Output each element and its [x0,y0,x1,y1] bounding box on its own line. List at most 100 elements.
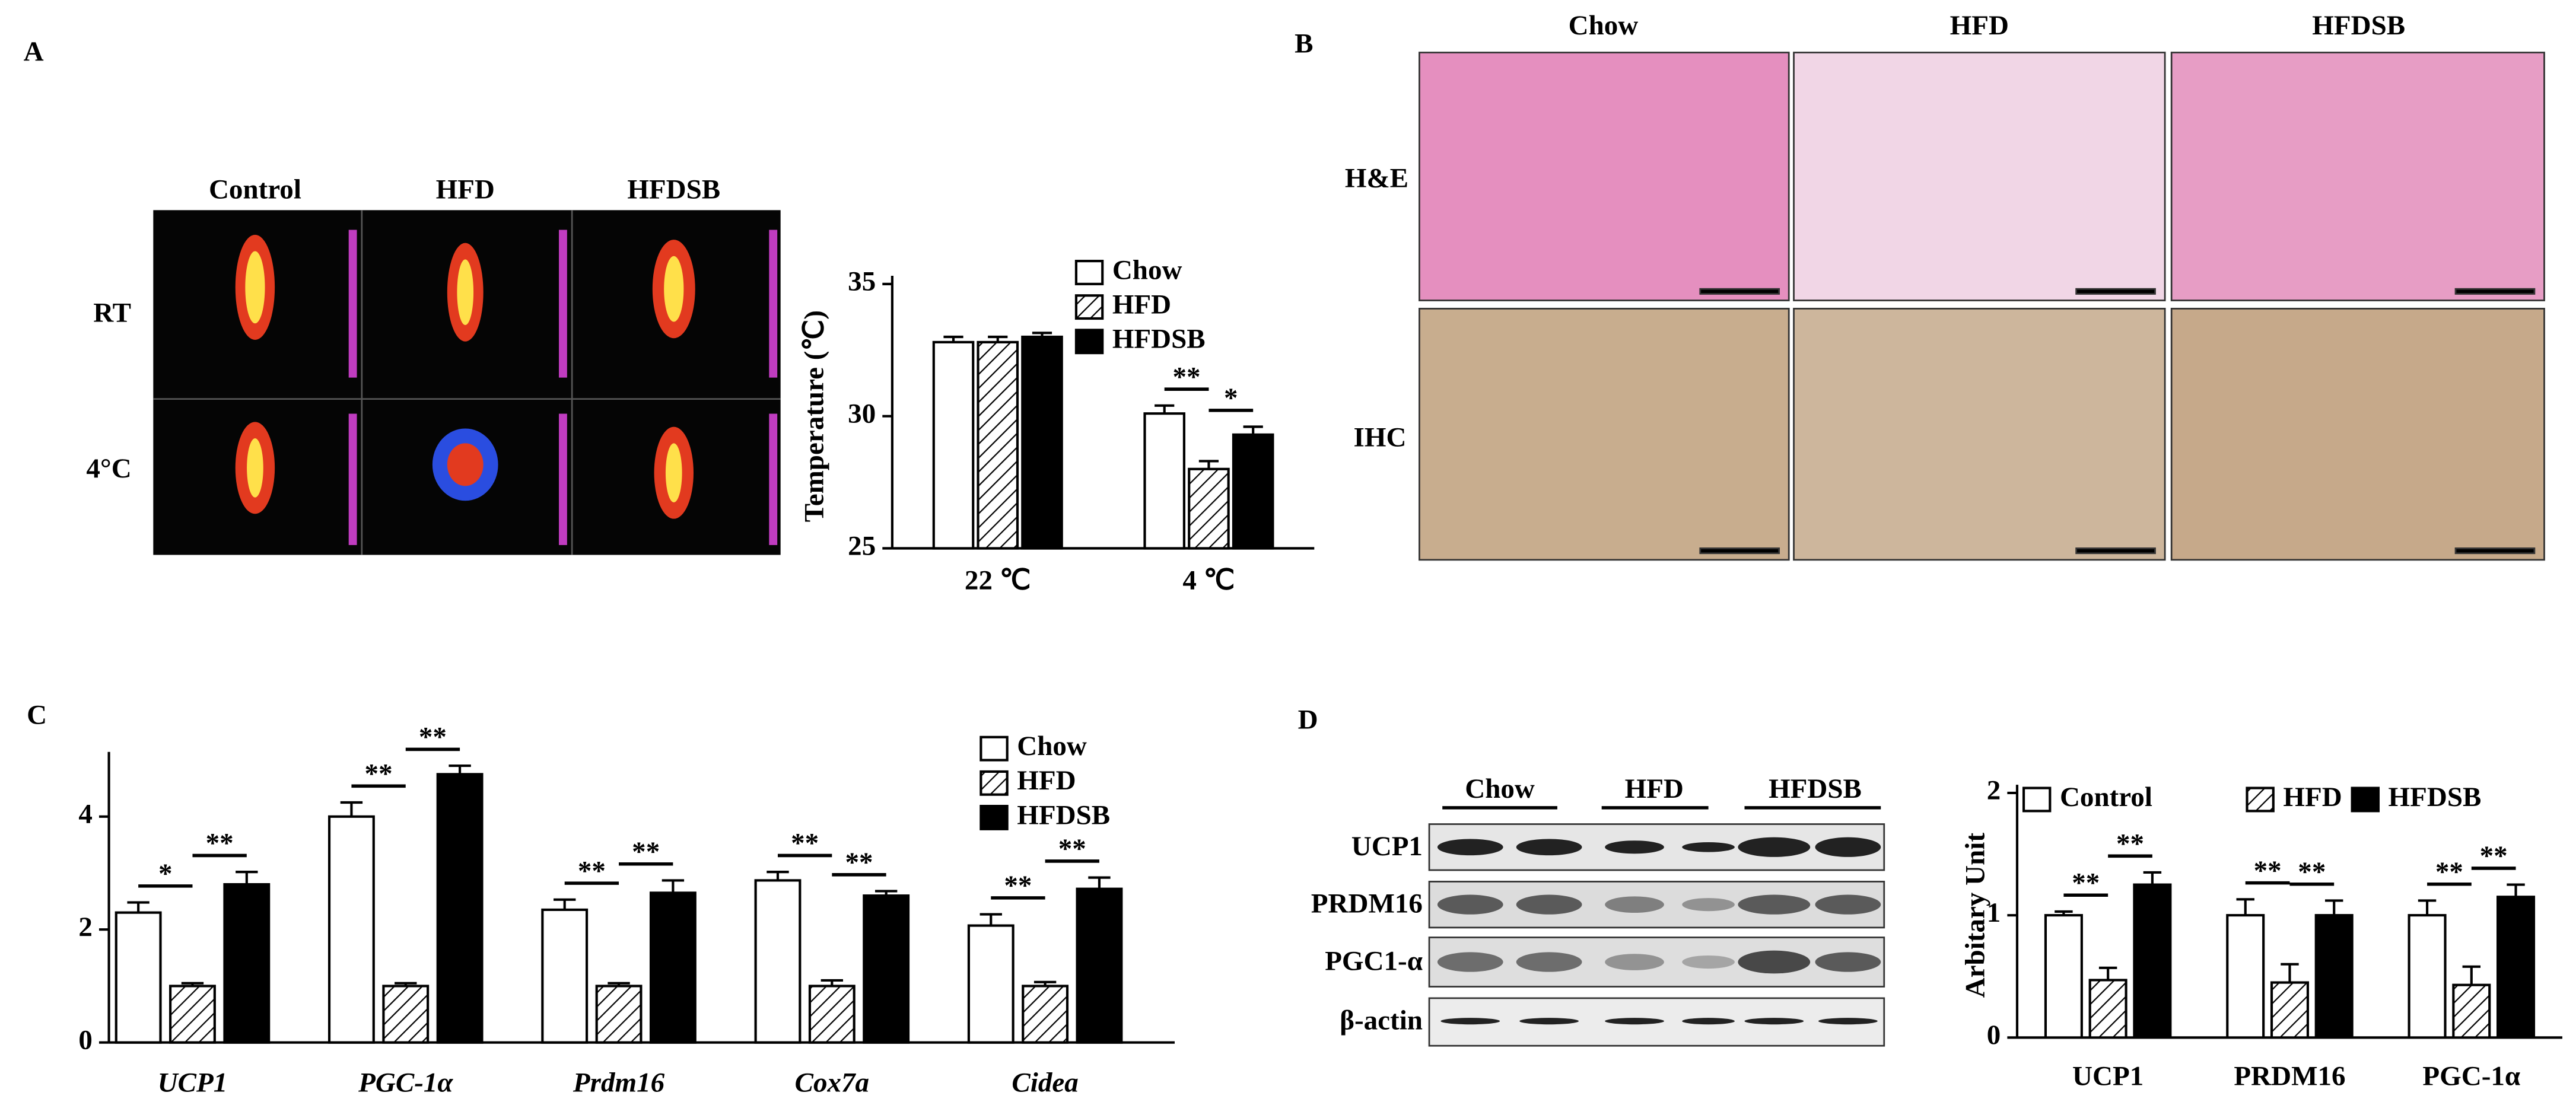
column-label: HFD [1625,773,1684,804]
row-label: 4°C [86,453,131,484]
significance-label: ** [1173,361,1201,392]
significance-label: ** [2072,867,2100,898]
bar [169,985,216,1044]
bar [2497,896,2536,1039]
x-tick-label: UCP1 [2072,1060,2144,1091]
row-label: PGC1-α [1325,946,1423,977]
bar [1022,985,1069,1044]
thermal-images [153,210,781,555]
significance-label: ** [1004,870,1032,901]
significance-label: ** [632,836,660,867]
row-label: IHC [1354,422,1407,453]
bar [436,773,484,1044]
legend-swatch [979,770,1009,796]
legend-swatch [2022,786,2052,813]
panel-letter: D [1298,705,1318,735]
bar [1232,433,1274,550]
column-label: HFDSB [627,174,720,205]
y-axis-label: Temperature (℃) [799,310,829,522]
y-tick-label: 0 [1987,1020,2001,1050]
legend-label: HFD [1112,289,1171,320]
column-label: Chow [1465,773,1535,804]
bar [1143,412,1186,550]
legend-label: HFD [1017,765,1076,796]
bar [327,815,375,1044]
significance-label: ** [419,722,447,753]
bar [2044,914,2083,1039]
x-tick-label: Cidea [1012,1067,1078,1098]
bar [115,911,162,1044]
bar [2226,914,2265,1039]
bar [2408,914,2447,1039]
y-axis-label: Arbitary Unit [1960,833,1990,998]
y-tick-label: 4 [78,799,93,830]
bar [863,894,910,1044]
panel-letter: A [24,36,44,67]
column-label: HFDSB [2312,10,2405,41]
bar [382,985,430,1044]
legend-swatch [2351,786,2380,813]
bar [2452,983,2491,1039]
x-tick-label: Prdm16 [573,1067,665,1098]
bar [1021,335,1063,550]
row-label: PRDM16 [1311,888,1423,919]
bar [2133,883,2172,1039]
panel-letter: C [27,699,47,730]
y-tick-label: 2 [78,912,93,942]
significance-label: * [1224,383,1238,413]
column-label: HFD [1950,10,2009,41]
panel-letter: B [1295,28,1313,59]
y-tick-label: 35 [848,266,876,297]
bar [932,340,975,550]
column-label: Control [209,174,301,205]
legend-label: Control [2060,782,2152,813]
legend-label: Chow [1017,731,1087,762]
bar [1188,467,1230,550]
bar [1076,887,1123,1044]
significance-label: ** [2254,855,2282,886]
legend-swatch [979,735,1009,762]
western-blot [1428,806,1885,1047]
legend-swatch [1074,260,1104,285]
bar [649,891,697,1044]
bar [2088,979,2127,1039]
column-label: HFD [436,174,495,205]
legend-label: HFDSB [1017,800,1110,830]
significance-label: ** [2480,840,2508,871]
significance-label: ** [845,847,873,878]
x-tick-label: 4 ℃ [1182,565,1235,595]
bar [754,879,802,1044]
row-label: H&E [1345,163,1408,193]
legend-label: HFDSB [2389,782,2482,813]
y-tick-label: 0 [78,1024,93,1055]
legend-label: HFDSB [1112,324,1206,355]
x-tick-label: UCP1 [158,1067,228,1098]
bar [967,924,1015,1044]
bar [977,340,1019,550]
histology-images [1419,52,2545,561]
significance-label: ** [365,759,393,789]
x-tick-label: 22 ℃ [965,565,1031,595]
bar [2314,914,2354,1039]
bar [2270,981,2309,1039]
legend-label: HFD [2283,782,2342,813]
bar [223,883,271,1044]
bar [808,985,856,1044]
significance-label: ** [2298,856,2326,887]
bar [541,908,589,1044]
x-tick-label: PGC-1α [2422,1060,2520,1091]
column-label: Chow [1569,10,1639,41]
legend-swatch [1074,329,1104,355]
y-tick-label: 2 [1987,775,2001,806]
legend-swatch [1074,294,1104,320]
significance-label: ** [1058,833,1086,864]
row-label: RT [93,297,131,328]
row-label: β-actin [1340,1005,1423,1036]
y-tick-label: 30 [848,398,876,429]
significance-label: * [158,858,173,889]
x-tick-label: Cox7a [795,1067,869,1098]
significance-label: ** [791,828,819,859]
significance-label: ** [206,828,234,859]
